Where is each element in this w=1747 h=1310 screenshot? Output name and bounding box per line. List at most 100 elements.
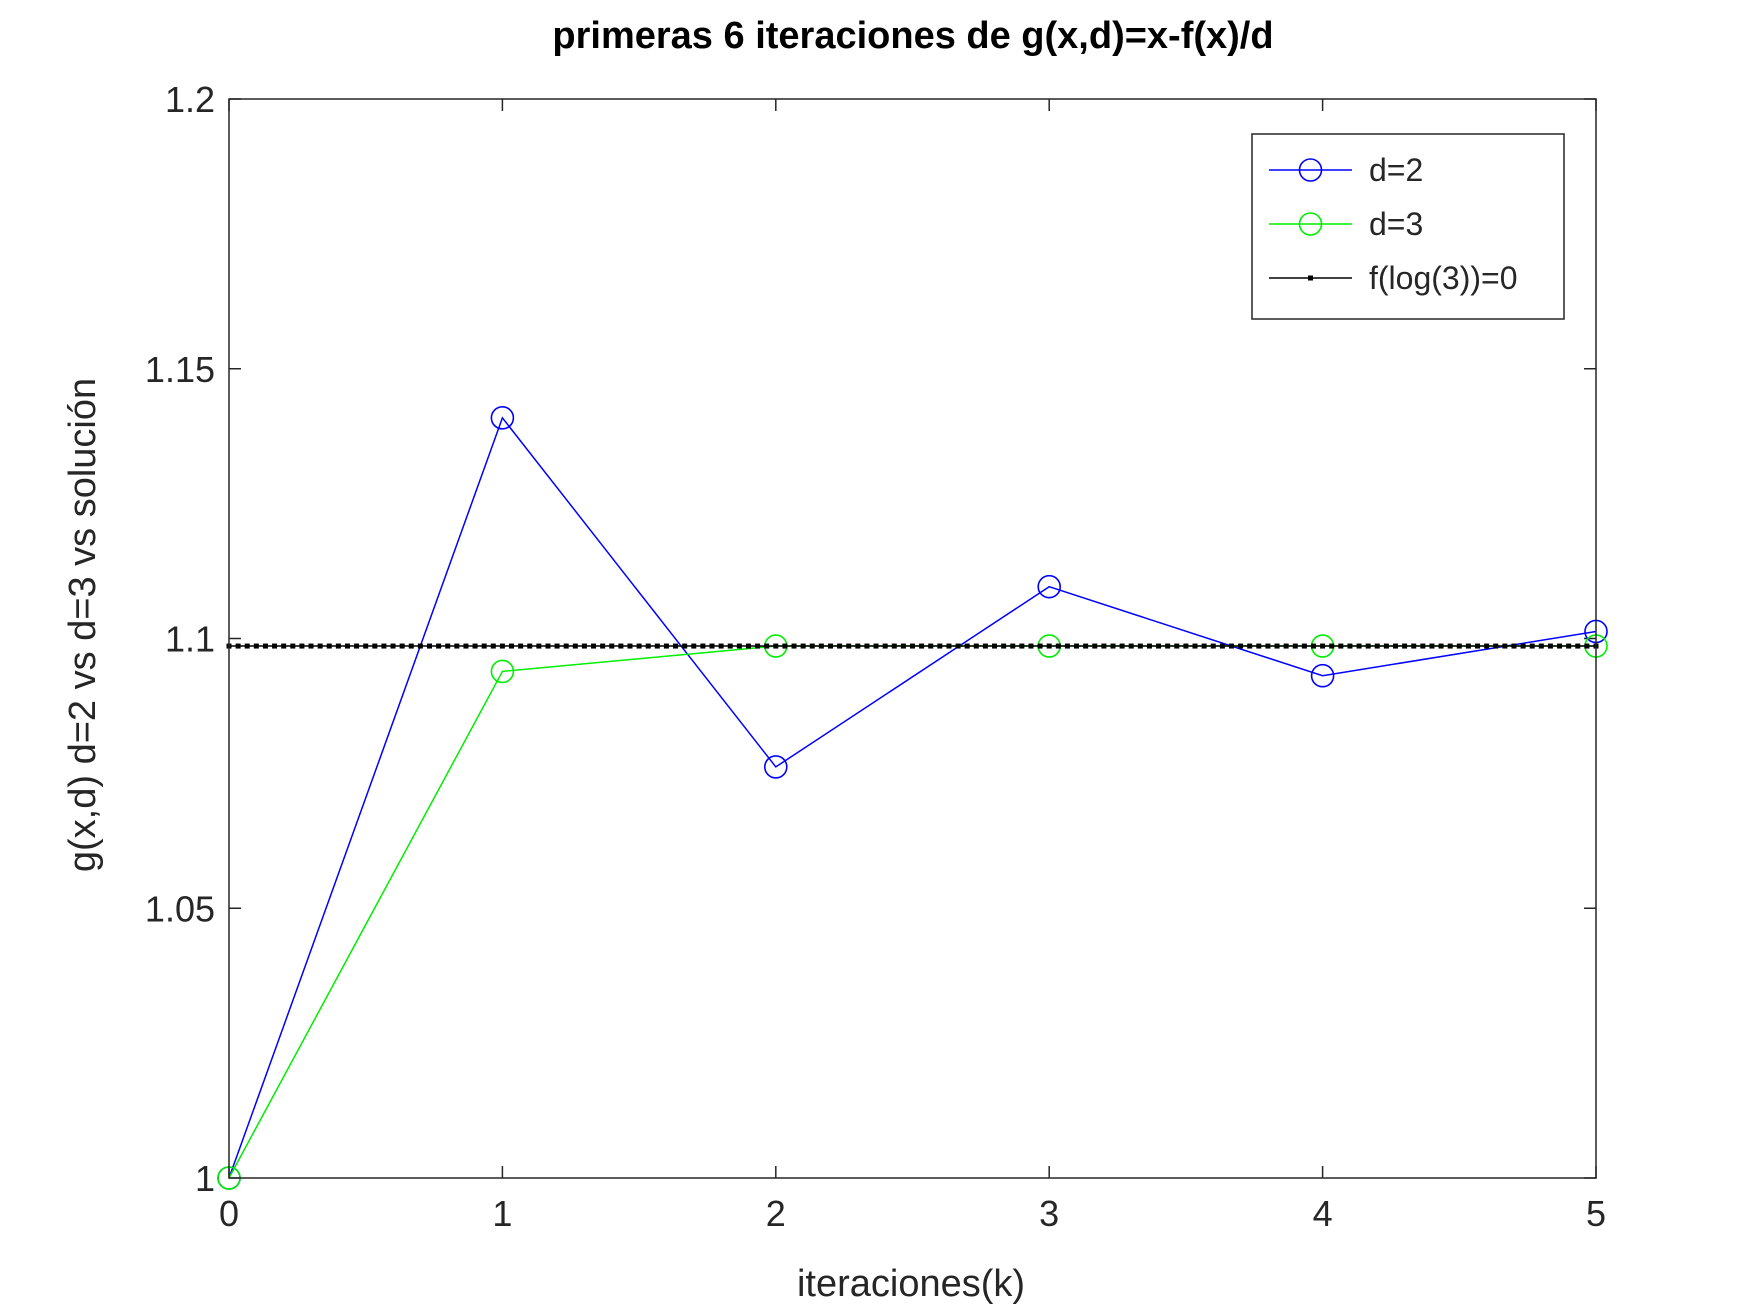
series-point: [1019, 643, 1025, 649]
series-point: [700, 643, 706, 649]
series-point: [782, 643, 788, 649]
legend-label: d=2: [1369, 152, 1423, 188]
series-point: [818, 643, 824, 649]
series-point: [1566, 643, 1572, 649]
series-point: [1165, 643, 1171, 649]
legend-marker: [1298, 212, 1323, 236]
series-point: [964, 643, 970, 649]
series-point: [518, 643, 524, 649]
series-point: [1219, 643, 1225, 649]
series-point: [317, 643, 323, 649]
series-point: [791, 643, 797, 649]
series-point: [308, 643, 314, 649]
x-tick-label: 4: [1313, 1193, 1333, 1234]
series-point: [381, 643, 387, 649]
series-point: [1465, 643, 1471, 649]
series-point: [417, 643, 423, 649]
series-point: [1429, 643, 1435, 649]
series-point: [499, 643, 505, 649]
series-point: [490, 659, 515, 684]
series-point: [1310, 663, 1335, 688]
series-point: [718, 643, 724, 649]
series-point: [426, 643, 432, 649]
series-point: [1110, 643, 1116, 649]
series-point: [1064, 643, 1070, 649]
series-point: [1402, 643, 1408, 649]
series-point: [946, 643, 952, 649]
series-point: [809, 643, 815, 649]
legend-label: d=3: [1369, 206, 1423, 242]
series-point: [882, 643, 888, 649]
series-point: [800, 643, 806, 649]
series-point: [1484, 643, 1490, 649]
series-point: [955, 643, 961, 649]
series-point: [563, 643, 569, 649]
series-point: [764, 643, 770, 649]
series-point: [1310, 643, 1316, 649]
series-point: [1292, 643, 1298, 649]
series-line: [228, 416, 1597, 1179]
series-point: [1228, 643, 1234, 649]
series-point: [490, 406, 515, 430]
series-layer: [217, 406, 1608, 1190]
series-point: [1420, 643, 1426, 649]
series-point: [1456, 643, 1462, 649]
x-tick-label: 2: [766, 1193, 786, 1234]
series-point: [235, 643, 241, 649]
series-point: [682, 643, 688, 649]
series-point: [609, 643, 615, 649]
x-axis-label: iteraciones(k): [797, 1263, 1025, 1305]
x-tick-label: 3: [1039, 1193, 1059, 1234]
series-point: [873, 643, 879, 649]
legend-marker: [1308, 275, 1313, 281]
series-point: [864, 643, 870, 649]
series-point: [1174, 643, 1180, 649]
series-point: [636, 643, 642, 649]
series-point: [900, 643, 906, 649]
series-point: [490, 643, 496, 649]
series-point: [773, 643, 779, 649]
series-point: [591, 643, 597, 649]
series-point: [1520, 643, 1526, 649]
series-point: [1183, 643, 1189, 649]
series-point: [554, 643, 560, 649]
series-point: [1511, 643, 1517, 649]
series-point: [1137, 643, 1143, 649]
series-point: [454, 643, 460, 649]
series-point: [763, 755, 788, 779]
series-point: [827, 643, 833, 649]
series-point: [390, 643, 396, 649]
series-point: [372, 643, 378, 649]
series-point: [299, 643, 305, 649]
series-point: [1055, 643, 1061, 649]
series-point: [709, 643, 715, 649]
series-point: [481, 643, 487, 649]
series-point: [1083, 643, 1089, 649]
series-point: [1028, 643, 1034, 649]
axes-box: [228, 98, 1597, 1179]
series-point: [354, 643, 360, 649]
series-point: [527, 643, 533, 649]
series-point: [645, 643, 651, 649]
series-point: [262, 643, 268, 649]
series-point: [1475, 643, 1481, 649]
series-point: [281, 643, 287, 649]
series-point: [244, 643, 250, 649]
series-point: [1502, 643, 1508, 649]
series-point: [1010, 643, 1016, 649]
series-point: [1256, 643, 1262, 649]
series-point: [536, 643, 542, 649]
series-point: [1383, 643, 1389, 649]
legend-box: [1251, 133, 1565, 320]
legend: d=2 d=3 f(log(3))=0: [1251, 133, 1565, 320]
series-point: [1374, 643, 1380, 649]
series-point: [253, 643, 259, 649]
series-point: [472, 643, 478, 649]
series-point: [1547, 643, 1553, 649]
series-point: [618, 643, 624, 649]
series-point: [992, 643, 998, 649]
series-point: [1365, 643, 1371, 649]
y-tick-label: 1: [195, 1158, 215, 1199]
series-point: [937, 643, 943, 649]
